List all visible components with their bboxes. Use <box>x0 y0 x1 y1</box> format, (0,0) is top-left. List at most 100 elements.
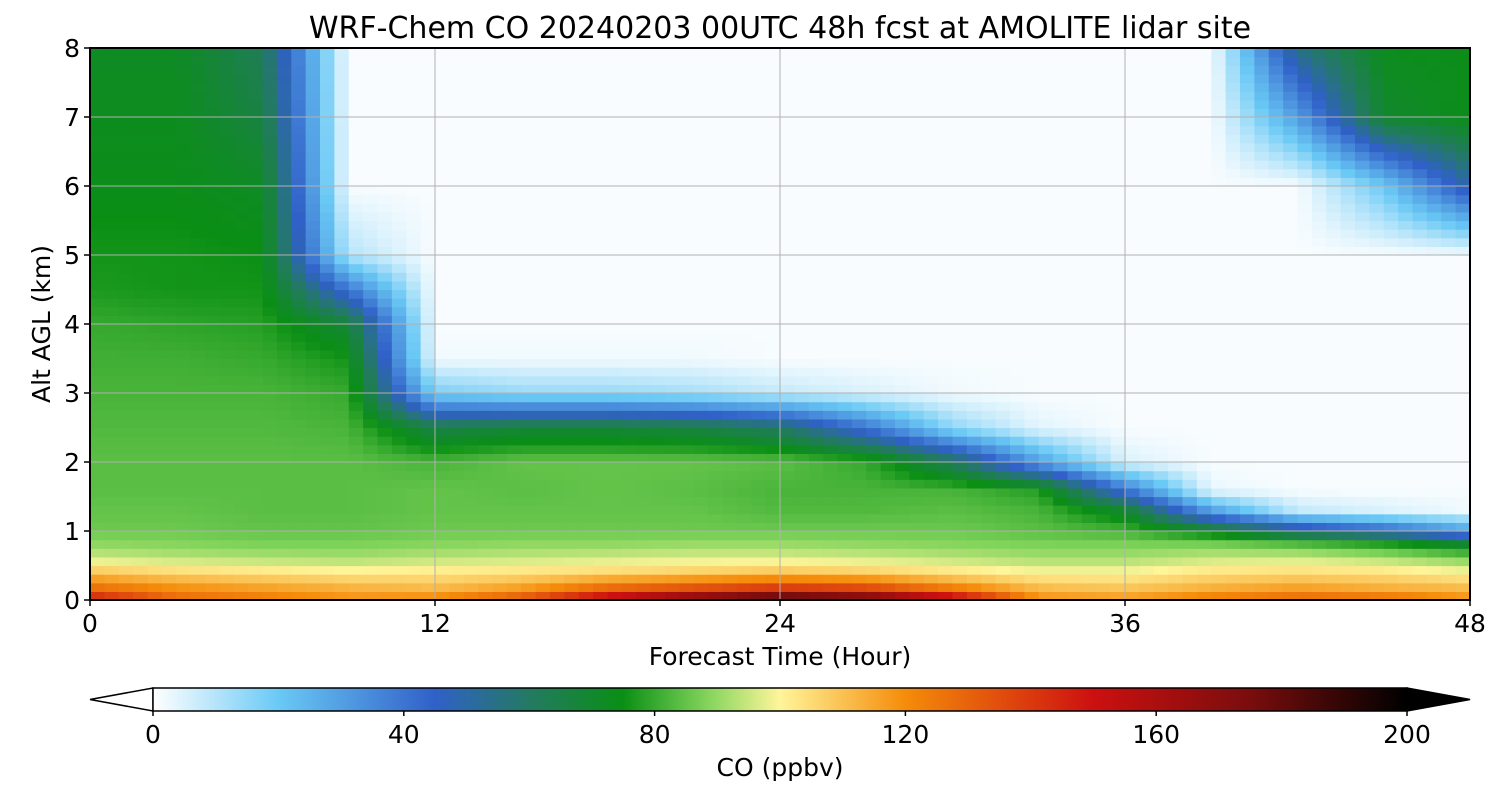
heatmap-cell <box>1398 462 1414 472</box>
heatmap-cell <box>981 418 997 429</box>
heatmap-cell <box>923 203 939 213</box>
heatmap-cell <box>305 160 321 170</box>
heatmap-cell <box>650 280 666 291</box>
heatmap-cell <box>377 203 393 213</box>
heatmap-cell <box>665 582 680 592</box>
heatmap-cell <box>435 496 450 506</box>
heatmap-cell <box>1355 453 1370 463</box>
heatmap-cell <box>463 375 479 385</box>
heatmap-cell <box>593 246 609 256</box>
heatmap-cell <box>1369 203 1385 213</box>
heatmap-cell <box>118 280 134 291</box>
heatmap-cell <box>679 427 695 437</box>
heatmap-cell <box>564 565 580 575</box>
heatmap-cell <box>1398 298 1414 308</box>
heatmap-cell <box>1340 349 1356 360</box>
heatmap-cell <box>492 436 508 446</box>
heatmap-cell <box>1110 280 1126 291</box>
heatmap-cell <box>1441 470 1457 480</box>
heatmap-cell <box>305 436 321 446</box>
heatmap-cell <box>1398 272 1414 282</box>
heatmap-cell <box>1340 470 1356 480</box>
heatmap-cell <box>463 324 479 334</box>
heatmap-cell <box>550 444 565 454</box>
heatmap-cell <box>1383 453 1399 463</box>
heatmap-cell <box>765 462 781 472</box>
heatmap-cell <box>722 496 738 506</box>
heatmap-cell <box>866 263 882 273</box>
heatmap-cell <box>952 229 968 239</box>
heatmap-cell <box>1211 168 1227 178</box>
heatmap-cell <box>607 177 623 187</box>
heatmap-cell <box>133 203 149 213</box>
heatmap-cell <box>650 168 666 178</box>
heatmap-cell <box>406 203 422 213</box>
heatmap-cell <box>1024 203 1040 213</box>
heatmap-cell <box>564 487 580 498</box>
heatmap-cell <box>1311 211 1327 222</box>
heatmap-cell <box>521 315 537 325</box>
heatmap-cell <box>205 470 220 480</box>
heatmap-cell <box>895 410 910 420</box>
heatmap-cell <box>363 556 379 567</box>
heatmap-cell <box>133 220 149 230</box>
heatmap-cell <box>291 246 307 256</box>
heatmap-cell <box>823 263 839 273</box>
heatmap-cell <box>1125 487 1140 498</box>
heatmap-cell <box>535 393 551 403</box>
heatmap-cell <box>1340 505 1356 515</box>
heatmap-cell <box>205 393 220 403</box>
heatmap-cell <box>420 168 436 178</box>
heatmap-cell <box>1024 591 1040 600</box>
heatmap-cell <box>866 237 882 247</box>
heatmap-cell <box>837 211 853 222</box>
heatmap-cell <box>406 306 422 316</box>
heatmap-cell <box>909 531 925 541</box>
heatmap-cell <box>1455 151 1470 161</box>
heatmap-cell <box>147 496 163 506</box>
heatmap-cell <box>923 496 939 506</box>
heatmap-cell <box>118 522 134 532</box>
heatmap-cell <box>118 324 134 334</box>
heatmap-cell <box>550 263 565 273</box>
heatmap-cell <box>320 280 335 291</box>
heatmap-cell <box>895 280 910 291</box>
heatmap-cell <box>564 418 580 429</box>
heatmap-cell <box>1225 418 1241 429</box>
heatmap-cell <box>722 393 738 403</box>
heatmap-cell <box>794 263 810 273</box>
heatmap-cell <box>1125 246 1140 256</box>
heatmap-cell <box>1096 220 1112 230</box>
heatmap-cell <box>1268 237 1284 247</box>
heatmap-cell <box>205 358 220 368</box>
heatmap-cell <box>334 332 350 342</box>
heatmap-cell <box>966 211 982 222</box>
heatmap-cell <box>406 349 422 360</box>
heatmap-cell <box>1398 582 1414 592</box>
heatmap-cell <box>291 384 307 394</box>
heatmap-cell <box>1182 160 1198 170</box>
heatmap-cell <box>794 444 810 454</box>
heatmap-cell <box>765 418 781 429</box>
heatmap-cell <box>880 548 896 558</box>
heatmap-cell <box>219 220 235 230</box>
heatmap-cell <box>291 280 307 291</box>
heatmap-cell <box>262 462 278 472</box>
heatmap-cell <box>995 470 1011 480</box>
heatmap-cell <box>1081 548 1097 558</box>
heatmap-cell <box>219 401 235 411</box>
heatmap-cell <box>104 505 120 515</box>
heatmap-cell <box>1441 479 1457 489</box>
heatmap-cell <box>636 384 652 394</box>
heatmap-cell <box>320 384 335 394</box>
heatmap-cell <box>794 496 810 506</box>
heatmap-cell <box>765 263 781 273</box>
heatmap-cell <box>578 298 594 308</box>
heatmap-cell <box>435 237 450 247</box>
heatmap-cell <box>190 427 206 437</box>
heatmap-cell <box>1168 151 1184 161</box>
heatmap-cell <box>1240 462 1255 472</box>
heatmap-cell <box>1168 462 1184 472</box>
heatmap-cell <box>1254 427 1270 437</box>
heatmap-cell <box>1182 427 1198 437</box>
